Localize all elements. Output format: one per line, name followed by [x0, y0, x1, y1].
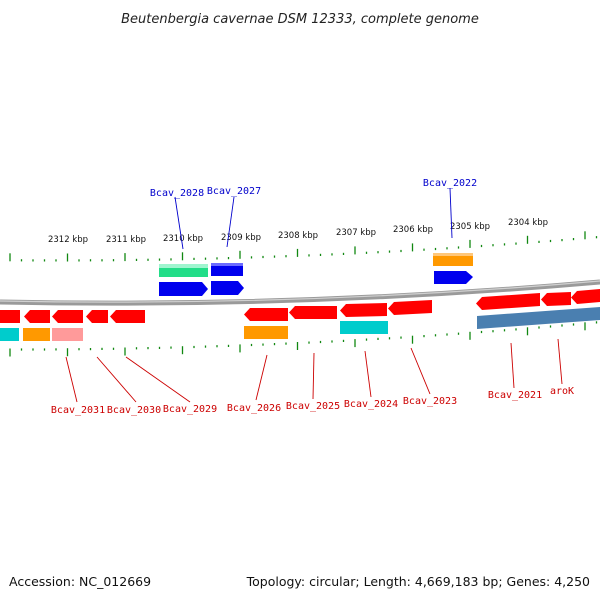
gene-label-bcav-2023[interactable]: Bcav_2023 [403, 396, 457, 407]
tick-label: 2310 kbp [163, 234, 203, 244]
gene-label-bcav-2027[interactable]: Bcav_2027 [207, 186, 261, 197]
leader-bcav-2031 [65, 356, 78, 403]
tick-label: 2307 kbp [336, 228, 376, 238]
leader-bcav-2022 [449, 187, 453, 239]
tick-label: 2305 kbp [450, 222, 490, 232]
map-title: Beutenbergia cavernae DSM 12333, complet… [121, 12, 479, 27]
gene-bcav-2030[interactable] [52, 310, 83, 323]
labels-bottom: Bcav_2031 Bcav_2030 Bcav_2029 Bcav_2026 … [51, 386, 574, 416]
gene-bcav-2028-blue[interactable] [159, 282, 208, 296]
tick-track-lower [9, 321, 598, 357]
upper-genes [159, 253, 473, 296]
gene-bcav-2022-orange[interactable] [433, 253, 473, 266]
gene-label-bcav-2028[interactable]: Bcav_2028 [150, 188, 204, 199]
tick-label: 2308 kbp [278, 231, 318, 241]
gene-cyan-2024[interactable] [340, 321, 388, 334]
gene-bcav-2023[interactable] [388, 300, 432, 315]
gene-label-bcav-2022[interactable]: Bcav_2022 [423, 178, 477, 189]
gene-arok-a[interactable] [541, 292, 571, 306]
leader-bcav-2025 [312, 352, 315, 400]
gene-bcav-2029b[interactable] [110, 310, 145, 323]
lower-genes [0, 289, 600, 341]
gene-label-bcav-2029[interactable]: Bcav_2029 [163, 404, 217, 415]
gene-red[interactable] [0, 310, 20, 323]
gene-bcav-2027-blue[interactable] [211, 263, 243, 276]
tick-label: 2311 kbp [106, 235, 146, 245]
gene-bcav-2024[interactable] [340, 303, 387, 317]
gene-pink[interactable] [52, 328, 83, 341]
gene-label-bcav-2026[interactable]: Bcav_2026 [227, 403, 281, 414]
gene-orange-2026[interactable] [244, 326, 288, 339]
gene-shade [433, 253, 473, 256]
gene-label-arok[interactable]: aroK [550, 386, 574, 397]
genome-summary: Topology: circular; Length: 4,669,183 bp… [246, 574, 590, 589]
tick-track-upper [9, 231, 598, 262]
gene-label-bcav-2031[interactable]: Bcav_2031 [51, 405, 105, 416]
leader-bcav-2023 [410, 347, 431, 395]
tick-label: 2306 kbp [393, 225, 433, 235]
leader-bcav-2027 [226, 196, 235, 248]
gene-label-bcav-2030[interactable]: Bcav_2030 [107, 405, 161, 416]
leader-bcav-2026 [255, 354, 268, 401]
gene-orange[interactable] [23, 328, 50, 341]
tick-label: 2309 kbp [221, 233, 261, 243]
labels-top: Bcav_2028 Bcav_2027 Bcav_2022 [150, 178, 477, 199]
gene-steel[interactable] [477, 307, 600, 329]
genome-backbone-highlight [0, 280, 600, 303]
leader-bcav-2024 [364, 350, 372, 398]
leader-lines [65, 187, 563, 403]
leader-arok [557, 338, 563, 385]
tick-label: 2304 kbp [508, 218, 548, 228]
gene-bcav-2031[interactable] [24, 310, 50, 323]
tick-labels: 2312 kbp 2311 kbp 2310 kbp 2309 kbp 2308… [48, 218, 548, 245]
gene-label-bcav-2025[interactable]: Bcav_2025 [286, 401, 340, 412]
gene-bcav-2021[interactable] [476, 293, 540, 310]
leader-bcav-2021 [510, 342, 515, 389]
gene-bcav-2027-arrow[interactable] [211, 281, 244, 295]
gene-shade [159, 264, 208, 268]
leader-bcav-2028 [174, 196, 184, 250]
gene-label-bcav-2024[interactable]: Bcav_2024 [344, 399, 398, 410]
leader-bcav-2029 [125, 356, 191, 403]
gene-bcav-2029a[interactable] [86, 310, 108, 323]
gene-bcav-2026[interactable] [244, 308, 288, 321]
genome-backbone [0, 279, 600, 306]
tick-label: 2312 kbp [48, 235, 88, 245]
gene-shade [211, 263, 243, 266]
gene-label-bcav-2021[interactable]: Bcav_2021 [488, 390, 542, 401]
gene-cyan[interactable] [0, 328, 19, 341]
gene-bcav-2022-blue[interactable] [434, 271, 473, 284]
gene-arok-b[interactable] [571, 289, 600, 304]
gene-bcav-2025[interactable] [289, 306, 337, 319]
accession: Accession: NC_012669 [9, 574, 151, 589]
leader-bcav-2030 [96, 356, 137, 403]
